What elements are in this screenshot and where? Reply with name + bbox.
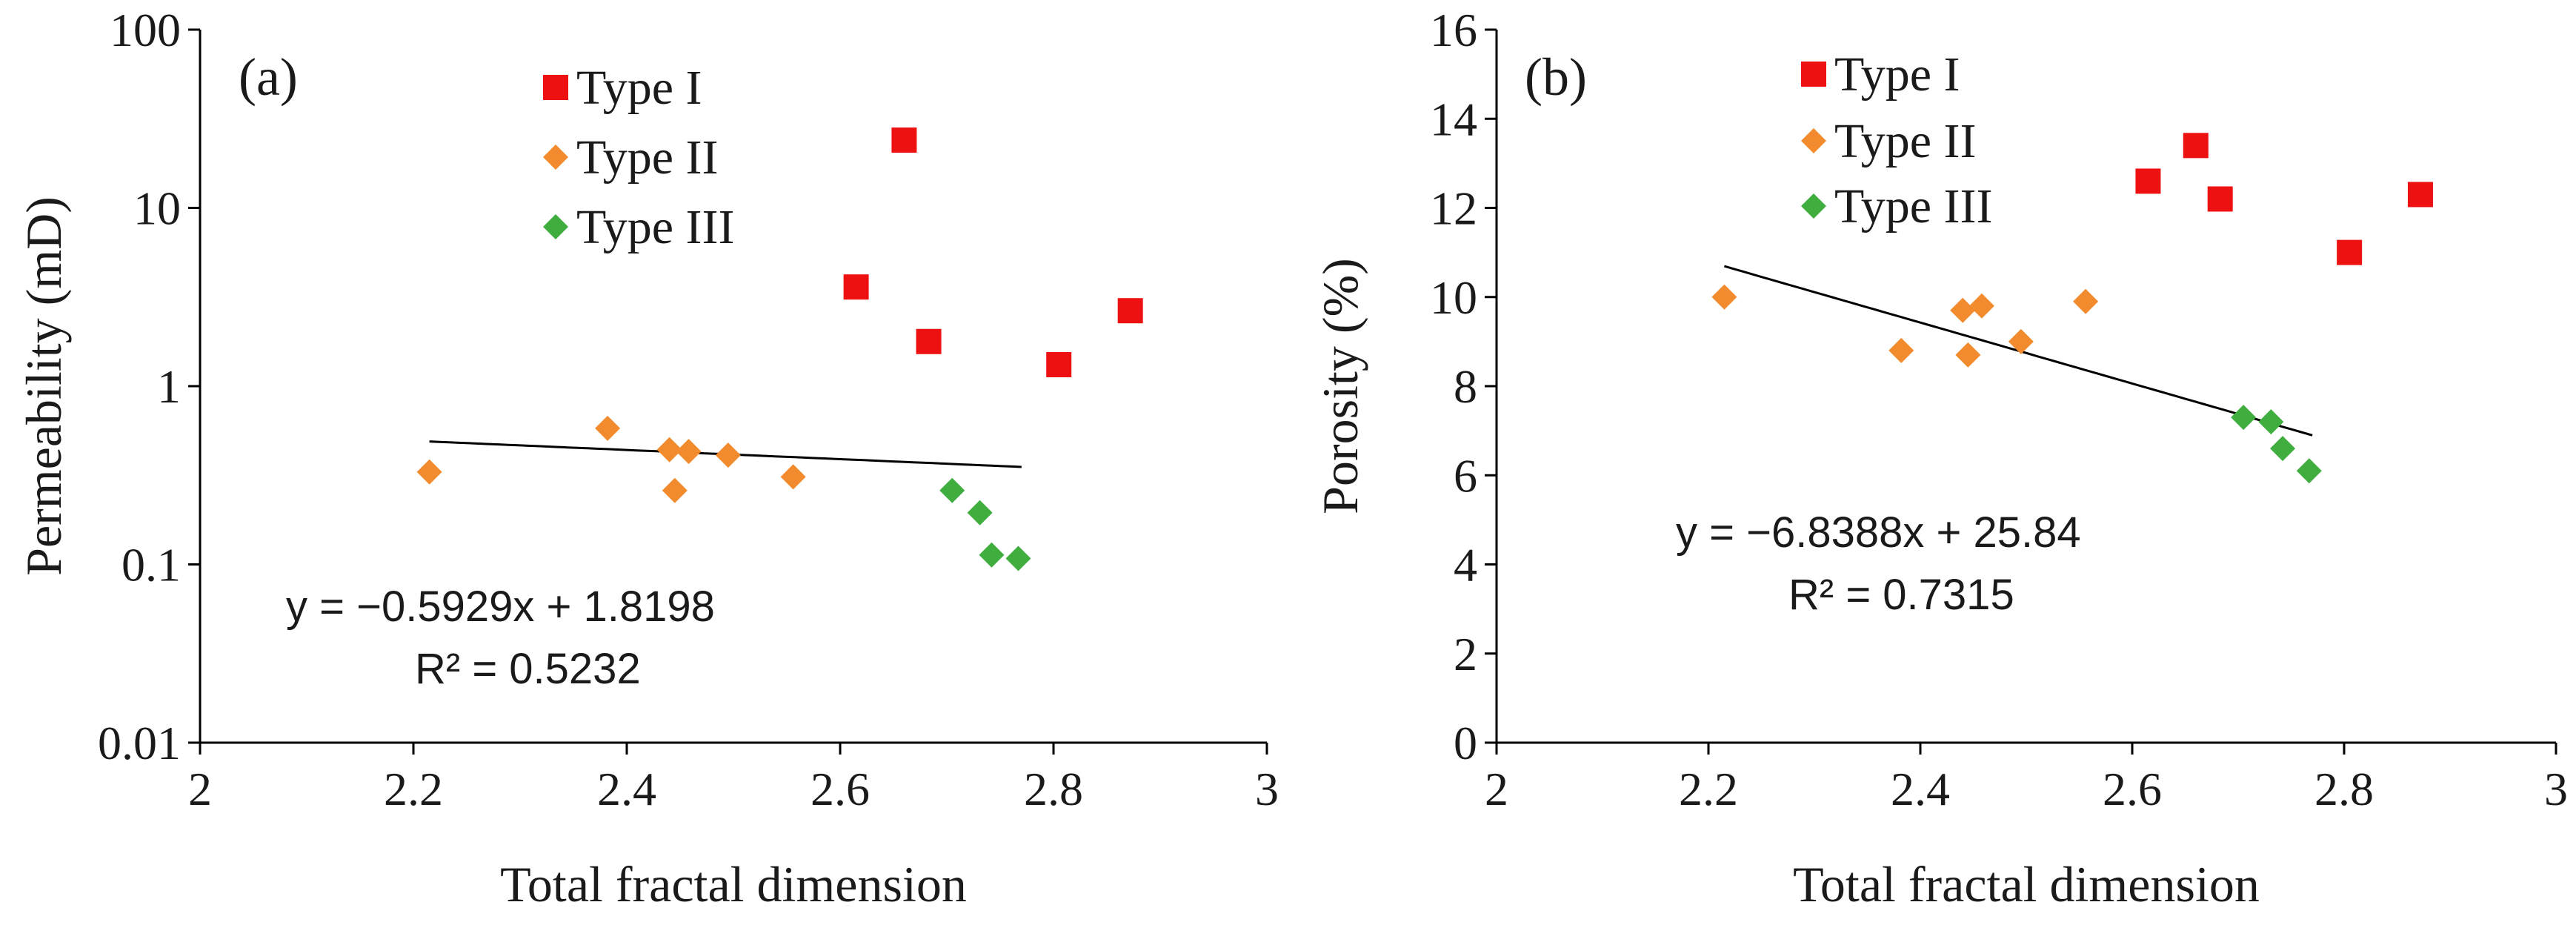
panel-b-legend: Type I Type II Type III [1801,47,1992,233]
panel-a-point-type-ii [595,415,621,441]
panel-b-point-type-ii [1711,284,1737,310]
panel-a-point-type-iii [1005,546,1031,571]
panel-a-legend-marker-type-i [543,75,568,100]
panel-a-legend-type2: Type II [576,130,718,185]
panel-a-point-type-ii [656,437,682,462]
panel-b-y-tick-label: 14 [1430,93,1477,145]
panel-a-x-ticks: 2 2.2 2.4 2.6 2.8 3 [188,743,1279,815]
panel-b-y-tick-label: 2 [1454,628,1477,680]
panel-b-point-type-iii [2296,458,2322,484]
panel-b-x-tick-label: 2.2 [1679,763,1738,815]
panel-b-y-axis-label: Porosity (%) [1312,258,1368,514]
panel-b-point-type-ii [1955,342,1981,368]
panel-a-point-type-i [891,127,917,153]
panel-b-y-tick-label: 6 [1454,449,1477,502]
panel-a-point-type-ii [676,439,702,465]
panel-b-y-tick-label: 10 [1430,271,1477,324]
panel-b-x-tick-label: 2 [1485,763,1508,815]
panel-b-legend-markers [1801,62,1826,219]
panel-b-point-type-i [2207,186,2233,212]
panel-a-point-type-iii [979,542,1005,568]
panel-b-y-tick-label: 4 [1454,539,1477,591]
panel-b-points [1711,133,2433,484]
panel-a-y-tick-label: 1 [157,360,181,413]
panel-b-point-type-iii [2270,436,2296,462]
panel-b-x-axis-label: Total fractal dimension [1793,856,2260,912]
panel-a-label: (a) [239,47,298,107]
panel-a-permeability: 0.01 0.1 1 10 100 2 2.2 2.4 2.6 2.8 3 (a) Type I … [16,4,1279,912]
panel-a-point-type-ii [662,477,688,503]
panel-b-equation: y = −6.8388x + 25.84 [1676,508,2081,557]
panel-a-y-axis-label: Permeability (mD) [16,196,72,576]
panel-a-point-type-i [843,274,869,300]
panel-a-point-type-i [916,328,942,354]
panel-a-r-squared: R² = 0.5232 [415,645,641,693]
panel-b-x-tick-label: 2.8 [2314,763,2374,815]
panel-b-x-tick-label: 3 [2544,763,2568,815]
panel-a-point-type-ii [715,442,741,468]
panel-a-y-tick-label: 10 [133,182,181,235]
panel-a-x-tick-label: 3 [1255,763,1279,815]
panel-a-point-type-ii [780,464,806,490]
panel-b-point-type-ii [2008,328,2034,354]
panel-b-point-type-iii [2231,405,2257,431]
panel-a-y-tick-label: 0.1 [122,539,181,591]
panel-a-point-type-iii [967,500,993,526]
panel-b-x-tick-label: 2.6 [2103,763,2162,815]
panel-b-point-type-ii [1950,297,1976,323]
panel-a-legend-type1: Type I [576,61,702,115]
panel-a-point-type-iii [939,477,965,503]
panel-b-y-tick-label: 0 [1454,717,1477,769]
panel-b-point-type-i [2337,239,2363,265]
panel-b-y-tick-label: 16 [1430,4,1477,56]
panel-a-y-tick-label: 100 [110,4,181,56]
panel-b-x-ticks: 2 2.2 2.4 2.6 2.8 3 [1485,743,2568,815]
panel-a-points [416,127,1143,571]
panel-b-point-type-i [2135,168,2161,194]
panel-a-point-type-i [1117,298,1143,324]
panel-a-x-tick-label: 2.8 [1024,763,1083,815]
panel-a-legend-markers [543,75,568,239]
panel-a-legend-type3: Type III [576,200,734,254]
panel-a-x-tick-label: 2.4 [597,763,656,815]
panel-b-x-tick-label: 2.4 [1891,763,1950,815]
panel-a-point-type-ii [416,459,442,485]
panel-a-x-tick-label: 2.6 [811,763,870,815]
panel-a-x-tick-label: 2 [188,763,212,815]
panel-b-label: (b) [1525,47,1587,107]
panel-b-legend-type2: Type II [1834,114,1976,168]
panel-a-legend-marker-type-ii [543,145,568,170]
panel-b-legend-marker-type-ii [1801,128,1826,153]
panel-b-point-type-i [2407,182,2433,208]
panel-a-y-ticks: 0.01 0.1 1 10 100 [98,4,200,769]
panel-b-point-type-i [2183,133,2209,159]
panel-a-point-type-i [1046,352,1072,378]
panel-a-legend: Type I Type II Type III [543,61,734,254]
panel-b-point-type-ii [2073,288,2099,314]
panel-b-y-tick-label: 12 [1430,182,1477,235]
panel-a-x-axis-label: Total fractal dimension [500,856,967,912]
panel-b-point-type-ii [1968,293,1994,319]
panel-a-y-tick-label: 0.01 [98,717,181,769]
panel-b-legend-marker-type-iii [1801,193,1826,219]
panel-b-point-type-ii [1888,337,1914,363]
panel-b-legend-type3: Type III [1834,179,1992,233]
panel-a-legend-marker-type-iii [543,214,568,239]
panel-a-x-tick-label: 2.2 [384,763,443,815]
panel-b-legend-marker-type-i [1801,62,1826,87]
panel-b-y-tick-label: 8 [1454,360,1477,413]
panel-b-point-type-iii [2258,409,2284,435]
panel-b-legend-type1: Type I [1834,47,1960,102]
panel-a-equation: y = −0.5929x + 1.8198 [286,583,715,631]
panel-b-r-squared: R² = 0.7315 [1788,571,2014,619]
panel-b-y-ticks: 0 2 4 6 8 10 12 14 16 [1430,4,1497,769]
